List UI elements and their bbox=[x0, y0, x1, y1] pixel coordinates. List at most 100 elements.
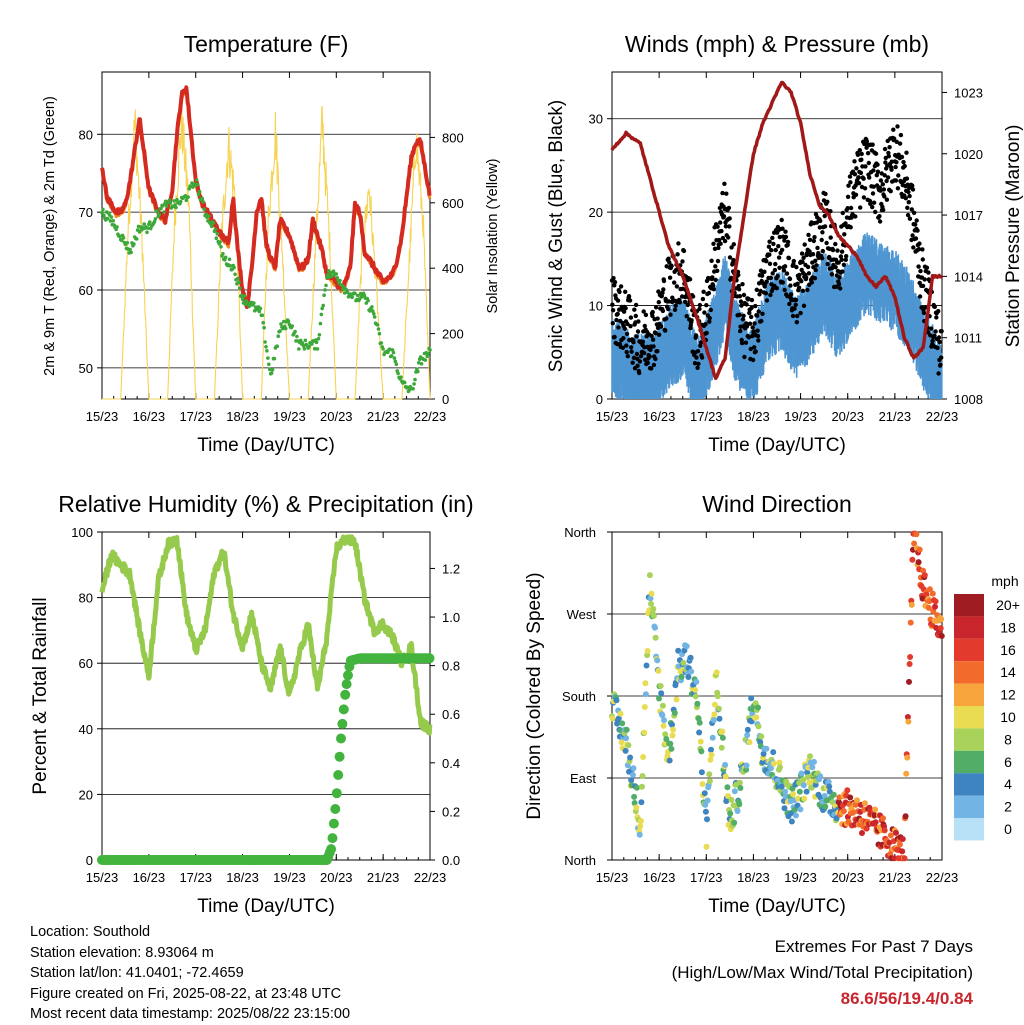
gust-point bbox=[863, 164, 868, 169]
dewpoint-point bbox=[419, 362, 424, 366]
gust-point bbox=[684, 314, 689, 319]
gust-point bbox=[685, 302, 690, 308]
x-tick-label-3: 16/23 bbox=[643, 870, 676, 885]
direction-point bbox=[655, 667, 662, 674]
gust-point bbox=[694, 355, 699, 360]
extremes-subtitle: (High/Low/Max Wind/Total Precipitation) bbox=[671, 963, 973, 982]
gust-point bbox=[680, 259, 685, 264]
gust-point bbox=[656, 289, 661, 294]
dewpoint-point bbox=[108, 219, 113, 223]
y2-tick-label-0: 800 bbox=[442, 130, 464, 145]
gust-point bbox=[801, 255, 806, 260]
gust-point bbox=[819, 256, 825, 261]
y-tick-label-1: 10 bbox=[589, 299, 603, 314]
gust-point bbox=[823, 191, 828, 197]
gust-point bbox=[779, 247, 785, 253]
dewpoint-point bbox=[267, 362, 271, 367]
gust-point bbox=[618, 284, 624, 289]
gust-point bbox=[773, 261, 778, 267]
legend-swatch bbox=[954, 683, 984, 706]
gust-point bbox=[784, 271, 790, 276]
y2-tick-label-0: 0 bbox=[442, 392, 449, 407]
gust-point bbox=[878, 188, 883, 193]
dewpoint-point bbox=[276, 334, 281, 339]
dewpoint-point bbox=[261, 320, 266, 325]
gust-point bbox=[935, 345, 940, 351]
direction-point bbox=[937, 625, 944, 632]
chart-title-3: Wind Direction bbox=[702, 491, 852, 517]
direction-point bbox=[758, 733, 765, 740]
gust-point bbox=[753, 303, 758, 309]
gust-point bbox=[918, 268, 923, 274]
gust-point bbox=[747, 310, 752, 316]
gust-point bbox=[709, 258, 714, 263]
legend-label: 6 bbox=[1004, 754, 1012, 770]
direction-point bbox=[825, 778, 832, 785]
dewpoint-point bbox=[102, 213, 106, 218]
dewpoint-point bbox=[392, 356, 397, 360]
gust-point bbox=[873, 209, 878, 215]
dewpoint-point bbox=[322, 293, 326, 298]
gust-point bbox=[702, 310, 707, 315]
gust-point bbox=[758, 288, 763, 294]
direction-point bbox=[770, 749, 777, 756]
dewpoint-point bbox=[282, 319, 286, 324]
direction-point bbox=[777, 764, 783, 771]
gust-point bbox=[909, 207, 914, 212]
precip-point bbox=[328, 818, 339, 829]
gust-point bbox=[755, 328, 760, 333]
gust-point bbox=[653, 331, 658, 336]
gust-point bbox=[867, 175, 872, 180]
gust-point bbox=[787, 301, 792, 307]
dewpoint-point bbox=[319, 312, 324, 317]
direction-point bbox=[904, 754, 911, 761]
gust-point bbox=[882, 173, 887, 178]
dewpoint-point bbox=[283, 326, 288, 331]
dewpoint-point bbox=[100, 210, 104, 215]
direction-point bbox=[744, 732, 751, 739]
direction-point bbox=[716, 715, 723, 722]
y2-tick-label-0: 200 bbox=[442, 327, 464, 342]
direction-point bbox=[688, 668, 695, 675]
dewpoint-point bbox=[267, 367, 272, 372]
dewpoint-point bbox=[101, 207, 105, 212]
gust-point bbox=[936, 371, 941, 376]
direction-point bbox=[648, 600, 654, 607]
gust-point bbox=[696, 361, 701, 366]
gust-point bbox=[833, 265, 838, 270]
gust-point bbox=[788, 283, 793, 288]
dewpoint-point bbox=[372, 315, 377, 319]
y-axis-label-2: Percent & Total Rainfall bbox=[30, 597, 51, 794]
series-pressure bbox=[610, 80, 944, 381]
gust-point bbox=[836, 260, 841, 265]
gust-point bbox=[932, 304, 937, 309]
gust-point bbox=[625, 354, 630, 359]
gust-point bbox=[649, 333, 654, 338]
gust-point bbox=[773, 247, 778, 253]
gust-point bbox=[903, 196, 908, 201]
dewpoint-point bbox=[168, 201, 173, 205]
y2-tick-label-1: 1011 bbox=[954, 331, 982, 346]
y-tick-label-0: 70 bbox=[79, 205, 93, 220]
direction-point bbox=[629, 771, 636, 778]
direction-point bbox=[680, 659, 687, 666]
gust-point bbox=[910, 183, 915, 188]
gust-point bbox=[920, 283, 926, 289]
gust-point bbox=[835, 248, 840, 253]
dewpoint-point bbox=[240, 297, 245, 302]
direction-point bbox=[646, 572, 653, 579]
gust-point bbox=[716, 245, 721, 251]
gust-point bbox=[822, 213, 827, 219]
dewpoint-point bbox=[134, 237, 139, 241]
dewpoint-point bbox=[286, 319, 291, 324]
station-info: Location: Southold Station elevation: 8.… bbox=[30, 922, 350, 1025]
legend-swatch bbox=[954, 728, 984, 751]
dewpoint-point bbox=[260, 313, 265, 318]
recent-data-text: Most recent data timestamp: 2025/08/22 2… bbox=[30, 1006, 351, 1022]
gust-point bbox=[710, 275, 715, 280]
gust-point bbox=[629, 349, 634, 354]
direction-point bbox=[618, 739, 625, 746]
gust-point bbox=[905, 212, 911, 218]
direction-point bbox=[932, 598, 939, 605]
direction-point bbox=[637, 818, 644, 824]
